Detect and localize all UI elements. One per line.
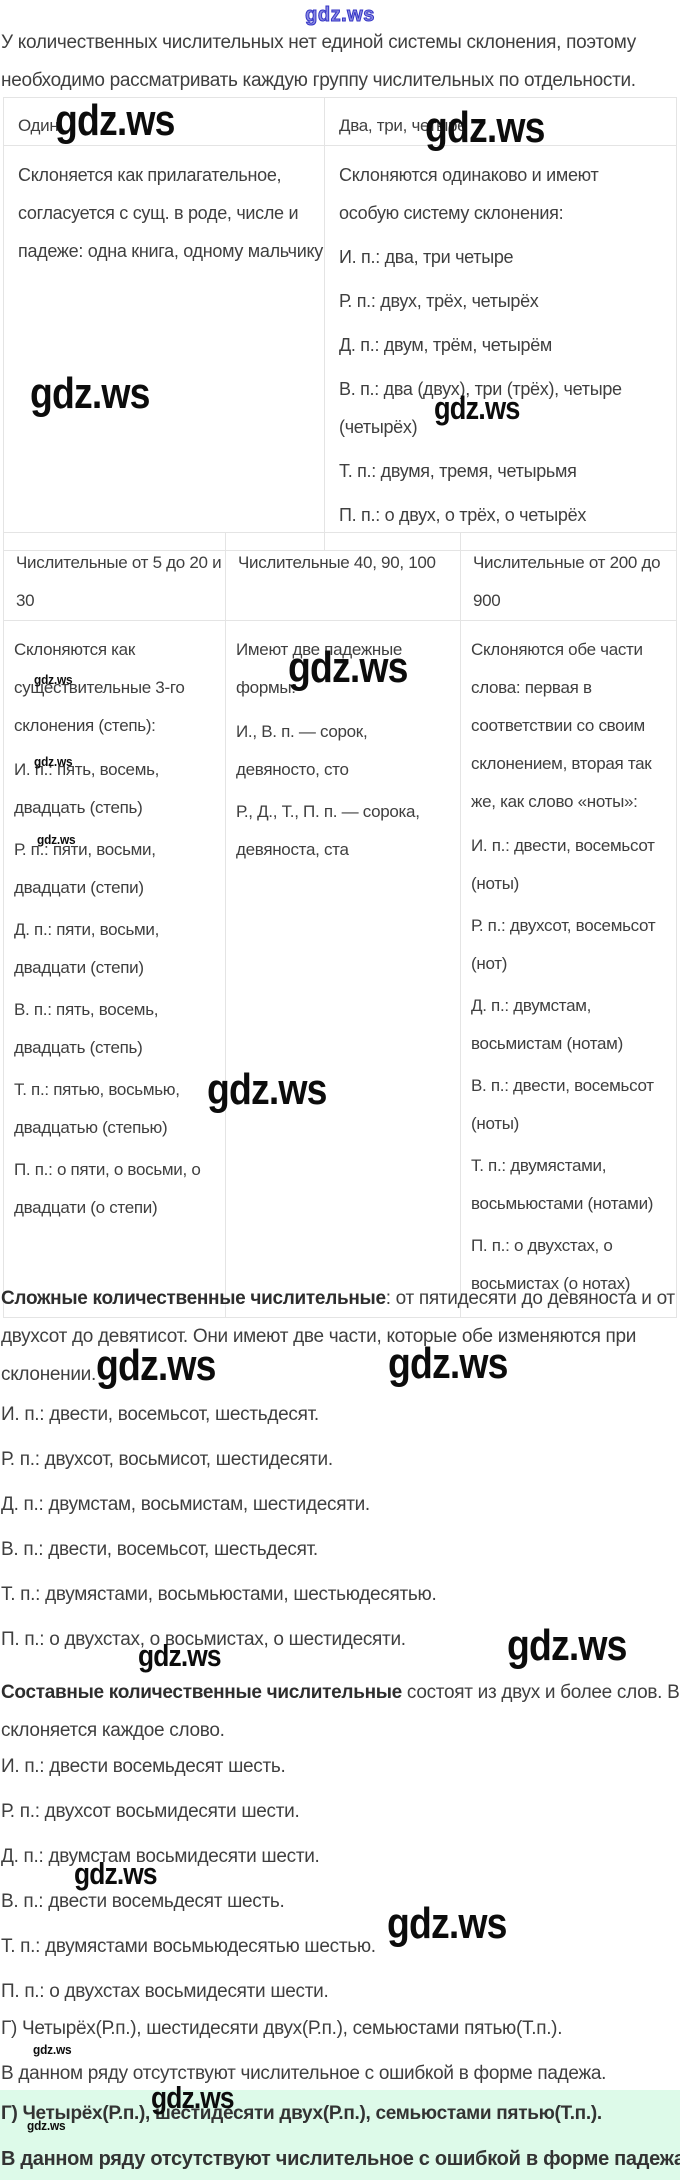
case-line: Т. п.: двумястами, восьмьюстами, шестьюд…: [1, 1584, 437, 1605]
case-line: Д. п.: двумстам, восьмистам (нотам): [471, 996, 623, 1053]
case-line: И. п.: двести, восемьсот, шестьдесят.: [1, 1404, 319, 1425]
case-line: Д. п.: двум, трём, четырём: [339, 335, 552, 355]
intro-line: У количественных числительных нет единой…: [1, 32, 636, 53]
watermark: gdz.ws: [388, 1339, 508, 1388]
case-line: И. п.: пять, восемь, двадцать (степь): [14, 760, 160, 817]
table1-header-two-three-four: Два, три, четыре: [324, 97, 677, 146]
paragraph-text: склоняется каждое слово.: [1, 1720, 225, 1741]
watermark: gdz.ws: [507, 1621, 627, 1670]
case-line: Д. п.: двумстам восьмидесяти шести.: [1, 1846, 320, 1867]
case-line: П. п.: о двух, о трёх, о четырёх: [339, 505, 587, 525]
cell-paragraph: Имеют две падежные формы:: [236, 640, 403, 697]
case-line: Р., Д., Т., П. п. — сорока, девяноста, с…: [236, 802, 420, 859]
table-header-row: Один Два, три, четыре: [3, 97, 677, 146]
compound-numerals-paragraph: Составные количественные числительные со…: [1, 1674, 680, 1750]
case-line: Т. п.: двумястами восьмьюдесятью шестью.: [1, 1936, 376, 1957]
watermark: gdz.ws: [74, 1856, 158, 1891]
case-line: И. п.: двести восемьдесят шесть.: [1, 1756, 286, 1777]
table2-header-40-90-100: Числительные 40, 90, 100: [225, 532, 461, 621]
complex-numerals-paragraph: Сложные количественные числительные: от …: [1, 1280, 675, 1394]
answer-option-line: Г) Четырёх(Р.п.), шестидесяти двух(Р.п.)…: [1, 2018, 563, 2039]
complex-numerals-case-list: И. п.: двести, восемьсот, шестьдесят. Р.…: [1, 1404, 437, 1674]
answer-note-line: В данном ряду отсутствуют числительное с…: [1, 2063, 607, 2084]
case-line: Д. п.: двумстам, восьмистам, шестидесяти…: [1, 1494, 370, 1515]
table1-cell-two-three-four: Склоняются одинаково и имеют особую сист…: [324, 145, 677, 551]
watermark: gdz.ws: [434, 390, 520, 426]
cell-paragraph: Склоняются обе части слова: первая в соо…: [471, 640, 652, 811]
highlighted-answer-block: Г) Четырёх(Р.п.), шестидесяти двух(Р.п.)…: [0, 2090, 680, 2180]
watermark: gdz.ws: [207, 1065, 327, 1114]
case-line: П. п.: о двухстах, о восьмистах (о нотах…: [471, 1236, 631, 1293]
declension-table-five-to-nine-hundred: Числительные от 5 до 20 и 30 Числительны…: [3, 532, 677, 1318]
cell-paragraph: Склоняются как существительные 3-го скло…: [14, 640, 185, 735]
case-line: П. п.: о пяти, о восьми, о двадцати (о с…: [14, 1160, 201, 1217]
table-body-row: Склоняется как прилагательное, согласует…: [3, 145, 677, 551]
case-line: Р. п.: двухсот, восемьсот (нот): [471, 916, 656, 973]
case-line: Т. п.: двумястами, восьмьюстами (нотами): [471, 1156, 654, 1213]
case-line: В. п.: двести, восемьсот, шестьдесят.: [1, 1539, 318, 1560]
watermark: gdz.ws: [27, 2119, 66, 2133]
case-line: И. п.: двести, восемьсот (ноты): [471, 836, 655, 893]
table1-cell-one: Склоняется как прилагательное, согласует…: [3, 145, 325, 551]
table-body-row: Склоняются как существительные 3-го скло…: [3, 620, 677, 1318]
table-header-row: Числительные от 5 до 20 и 30 Числительны…: [3, 532, 677, 621]
table2-cell-5-20-30: Склоняются как существительные 3-го скло…: [3, 620, 226, 1318]
case-line: Р. п.: двухсот, восьмисот, шестидесяти.: [1, 1449, 333, 1470]
paragraph-lead-bold: Составные количественные числительные: [1, 1682, 402, 1703]
table2-cell-40-90-100: Имеют две падежные формы: И., В. п. — со…: [225, 620, 461, 1318]
paragraph-lead-bold: Сложные количественные числительные: [1, 1288, 386, 1309]
case-line: И. п.: два, три четыре: [339, 247, 514, 267]
case-line: И., В. п. — сорок, девяносто, сто: [236, 722, 368, 779]
case-line: П. п.: о двухстах восьмидесяти шести.: [1, 1981, 329, 2002]
declension-table-one-to-four: Один Два, три, четыре Склоняется как при…: [3, 97, 677, 551]
paragraph-text: состоят из двух и более слов. В них: [406, 1682, 680, 1703]
compound-numerals-case-list: И. п.: двести восемьдесят шесть. Р. п.: …: [1, 1756, 376, 2026]
case-line: Р. п.: пяти, восьми, двадцати (степи): [14, 840, 156, 897]
intro-line: необходимо рассматривать каждую группу ч…: [1, 70, 636, 91]
watermark: gdz.ws: [138, 1638, 222, 1673]
case-line: В. п.: двести восемьдесят шесть.: [1, 1891, 285, 1912]
paragraph-text: двухсот до девятисот. Они имеют две част…: [1, 1326, 637, 1347]
paragraph-text: : от пятидесяти до девяноста и от: [385, 1288, 675, 1309]
watermark: gdz.ws: [288, 643, 408, 692]
case-line: Д. п.: пяти, восьми, двадцати (степи): [14, 920, 160, 977]
watermark: gdz.ws: [34, 673, 73, 687]
watermark: gdz.ws: [55, 96, 175, 145]
watermark: gdz.ws: [34, 755, 73, 769]
cell-paragraph: Склоняются одинаково и имеют особую сист…: [339, 165, 599, 223]
case-line: Т. п.: двумя, тремя, четырьмя: [339, 461, 577, 481]
intro-paragraph: У количественных числительных нет единой…: [1, 24, 636, 100]
case-line: Т. п.: пятью, восьмью, двадцатью (степью…: [14, 1080, 180, 1137]
table1-header-one: Один: [3, 97, 325, 146]
cell-paragraph: Склоняется как прилагательное, согласует…: [18, 165, 323, 261]
highlighted-answer-option: Г) Четырёх(Р.п.), шестидесяти двух(Р.п.)…: [1, 2103, 602, 2124]
case-line: В. п.: пять, восемь, двадцать (степь): [14, 1000, 159, 1057]
paragraph-text: склонении.: [1, 1364, 96, 1385]
case-line: П. п.: о двухстах, о восьмистах, о шести…: [1, 1629, 406, 1650]
watermark: gdz.ws: [387, 1899, 507, 1948]
watermark: gdz.ws: [30, 369, 150, 418]
watermark: gdz.ws: [425, 103, 545, 152]
case-line: Р. п.: двух, трёх, четырёх: [339, 291, 539, 311]
case-line: В. п.: двести, восемьсот (ноты): [471, 1076, 654, 1133]
watermark: gdz.ws: [96, 1341, 216, 1390]
table2-cell-200-900: Склоняются обе части слова: первая в соо…: [460, 620, 677, 1318]
highlighted-answer-note: В данном ряду отсутствуют числительное с…: [1, 2148, 680, 2170]
watermark: gdz.ws: [33, 2043, 72, 2057]
case-line: В. п.: два (двух), три (трёх), четыре (ч…: [339, 379, 622, 437]
site-logo: gdz.ws: [305, 4, 375, 27]
watermark: gdz.ws: [37, 833, 76, 847]
watermark: gdz.ws: [151, 2080, 235, 2115]
table2-header-5-20-30: Числительные от 5 до 20 и 30: [3, 532, 226, 621]
table2-header-200-900: Числительные от 200 до 900: [460, 532, 677, 621]
case-line: Р. п.: двухсот восьмидесяти шести.: [1, 1801, 300, 1822]
